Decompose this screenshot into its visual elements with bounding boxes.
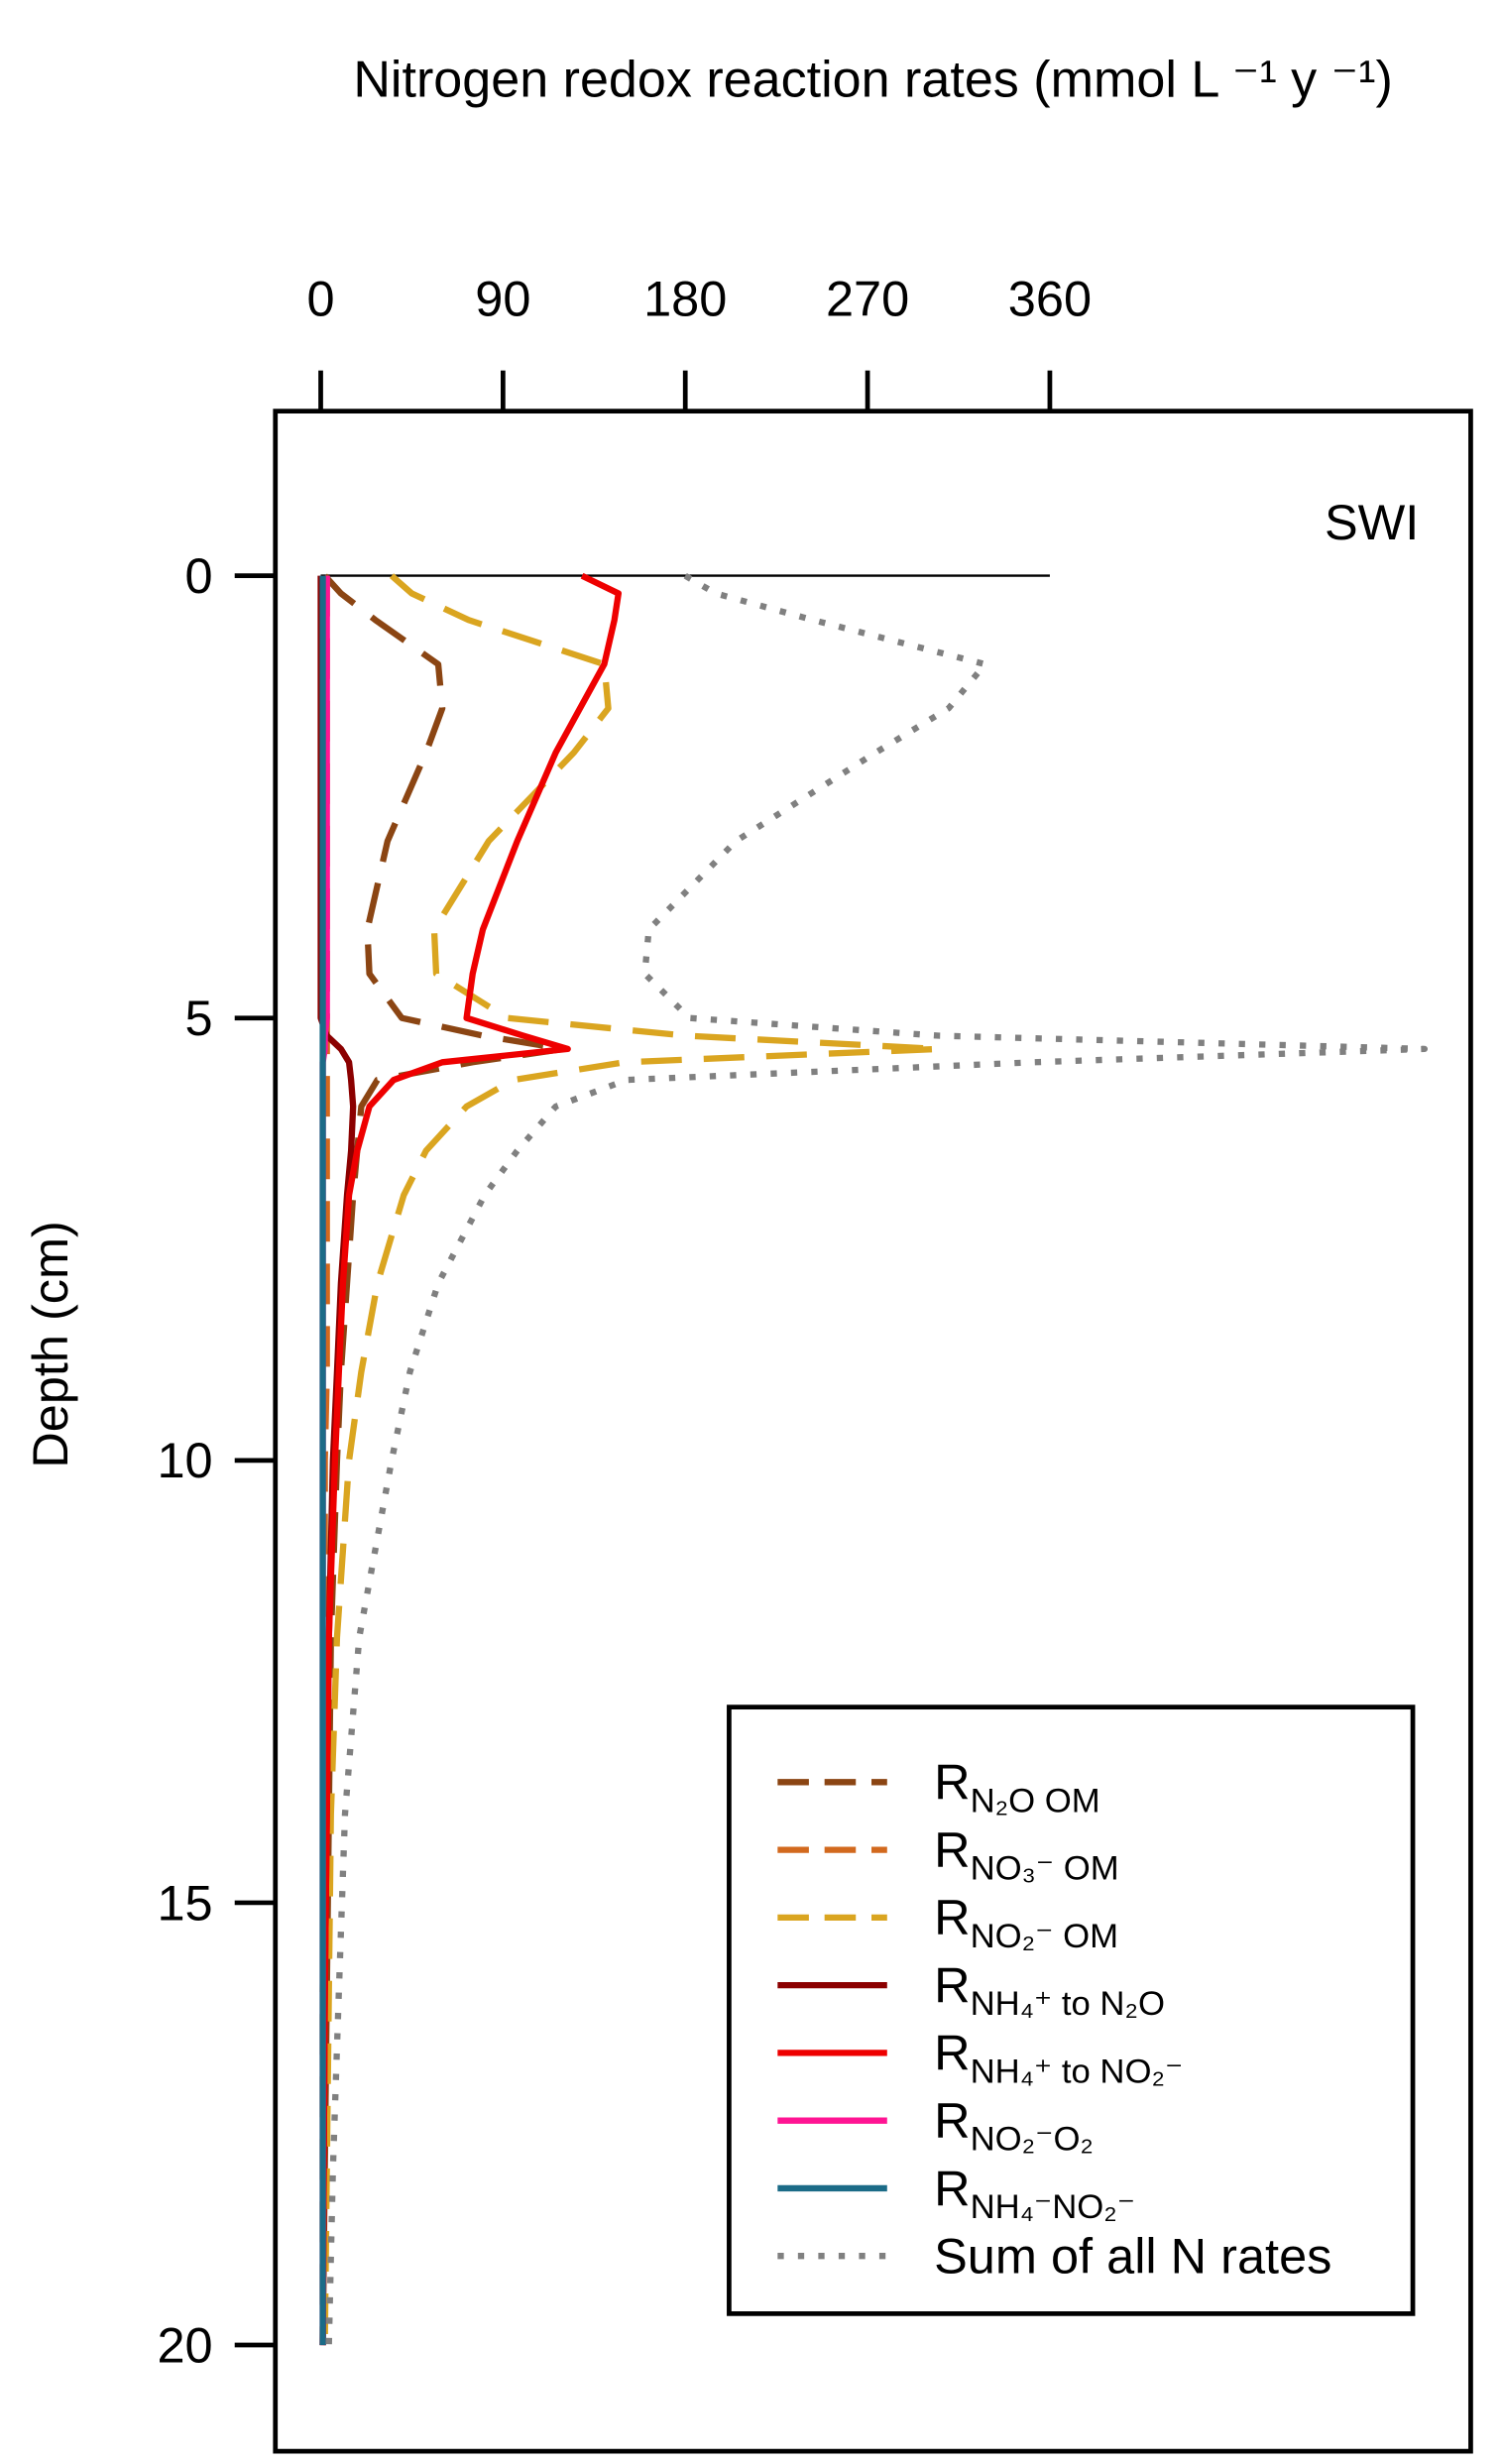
y-tick-label: 15 bbox=[157, 1874, 212, 1931]
legend-label: RNH₄⁺ to N₂O bbox=[934, 1956, 1165, 2023]
chart-title: Nitrogen redox reaction rates (mmol L ⁻¹… bbox=[353, 52, 1393, 109]
x-tick-label: 90 bbox=[475, 270, 530, 326]
y-tick-label: 10 bbox=[157, 1432, 212, 1488]
data-line bbox=[319, 572, 622, 2346]
legend-label: RNO₂⁻ OM bbox=[934, 1889, 1118, 1955]
annotation: SWI bbox=[1325, 494, 1419, 550]
legend-label: RNH₄⁻NO₂⁻ bbox=[934, 2160, 1135, 2226]
y-tick-label: 20 bbox=[157, 2316, 212, 2373]
legend-label: RNH₄⁺ to NO₂⁻ bbox=[934, 2025, 1183, 2091]
data-line bbox=[321, 573, 942, 2346]
legend-label: RNO₃⁻ OM bbox=[934, 1821, 1119, 1888]
legend-label: RN₂O OM bbox=[934, 1754, 1100, 1820]
y-tick-label: 5 bbox=[185, 990, 213, 1046]
y-axis-label: Depth (cm) bbox=[22, 1221, 78, 1467]
plot-frame bbox=[273, 409, 1473, 2454]
data-line bbox=[325, 572, 1429, 2346]
y-tick-label: 0 bbox=[185, 547, 213, 604]
legend-label: RNO₂⁻O₂ bbox=[934, 2092, 1094, 2159]
legend-label: Sum of all N rates bbox=[934, 2228, 1331, 2285]
data-line bbox=[319, 573, 567, 2346]
x-tick-label: 180 bbox=[643, 270, 727, 326]
x-tick-label: 360 bbox=[1008, 270, 1092, 326]
x-tick-label: 0 bbox=[306, 270, 334, 326]
legend-box bbox=[727, 1704, 1416, 2316]
x-tick-label: 270 bbox=[826, 270, 909, 326]
